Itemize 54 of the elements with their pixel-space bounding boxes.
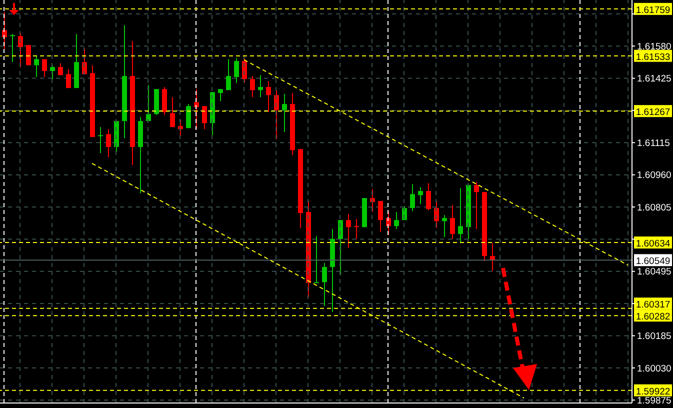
y-tick-label: 1.60495 (637, 266, 672, 278)
ref-line-label: 1.61267 (636, 107, 670, 118)
candlestick (106, 128, 111, 158)
ref-line-label: 1.60634 (636, 238, 670, 250)
candlestick (10, 34, 15, 63)
candlestick (418, 186, 423, 205)
ref-line-label: 1.60549 (636, 256, 670, 268)
y-tick-label: 1.60960 (637, 170, 672, 182)
candlestick (234, 58, 239, 84)
ref-line-label: 1.61533 (636, 52, 670, 63)
ref-line-label: 1.61759 (636, 4, 670, 16)
candlestick (162, 86, 167, 116)
y-tick-label: 1.60805 (637, 202, 672, 214)
candlestick (378, 200, 383, 233)
candlestick (218, 88, 223, 102)
y-tick-label: 1.60030 (637, 363, 672, 374)
candlestick (98, 126, 103, 154)
y-tick-label: 1.59875 (637, 395, 672, 406)
candlestick (250, 75, 255, 98)
candlestick (50, 64, 55, 80)
y-tick-label: 1.60185 (637, 331, 672, 342)
candlestick (58, 62, 63, 76)
candlestick (322, 262, 327, 307)
candlestick (258, 74, 263, 98)
candlestick (42, 58, 47, 78)
candlestick (410, 184, 415, 212)
candlestick (202, 106, 207, 130)
candlestick (226, 58, 231, 91)
ref-line-label: 1.60317 (636, 300, 670, 311)
candlestick (274, 90, 279, 140)
candlestick (170, 96, 175, 128)
ref-line-label: 1.60282 (636, 312, 670, 323)
candlestick (442, 214, 447, 238)
candlestick (146, 84, 151, 122)
candlestick (346, 214, 351, 249)
candlestick (474, 182, 479, 230)
candlestick (194, 88, 199, 130)
candlestick (18, 32, 23, 68)
ref-line-label: 1.59922 (636, 386, 670, 398)
candlestick (458, 188, 463, 244)
candlestick (66, 68, 71, 89)
y-tick-label: 1.61425 (637, 74, 672, 85)
candlestick (450, 204, 455, 240)
y-tick-label: 1.61580 (637, 41, 672, 52)
candlestick (394, 211, 399, 230)
candlestick (34, 56, 39, 78)
candlestick (266, 80, 271, 113)
candlestick (338, 220, 343, 276)
y-tick-label: 1.61115 (637, 138, 670, 150)
candlestick (282, 94, 287, 133)
candlestick (314, 236, 319, 284)
candlestick (426, 182, 431, 211)
candlestick (354, 218, 359, 240)
candlestick (242, 58, 247, 84)
